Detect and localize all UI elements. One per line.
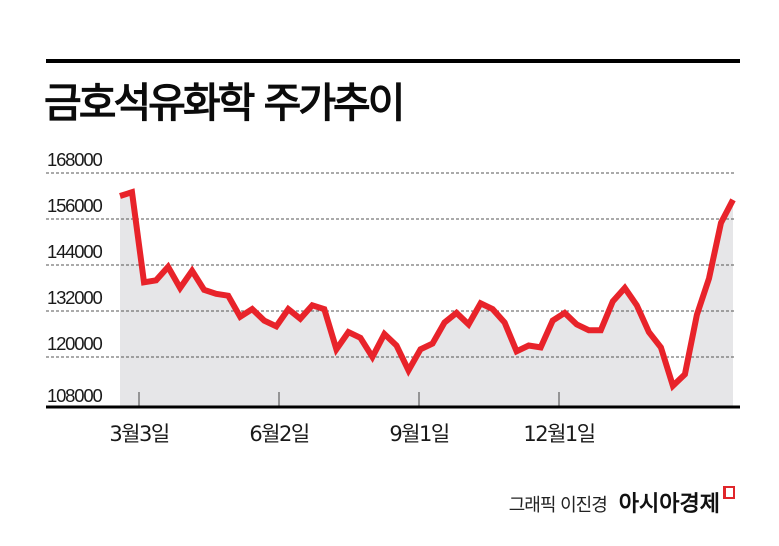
y-tick-label: 168000 xyxy=(47,149,102,170)
y-tick-label: 108000 xyxy=(47,385,102,406)
x-axis-ticks xyxy=(138,392,560,406)
x-tick-label: 12월1일 xyxy=(523,422,594,446)
x-tick-label: 3월3일 xyxy=(109,422,169,446)
y-tick-label: 144000 xyxy=(47,241,102,262)
brand-mark-icon xyxy=(723,486,735,499)
graphic-credit: 그래픽 이진경 xyxy=(508,495,608,516)
y-tick-label: 120000 xyxy=(47,333,102,354)
x-tick-label: 9월1일 xyxy=(389,422,449,446)
y-tick-label: 132000 xyxy=(47,287,102,308)
x-tick-label: 6월2일 xyxy=(249,422,309,446)
chart-title: 금호석유화학 주가추이 xyxy=(44,79,405,127)
x-axis-labels: 3월3일 6월2일 9월1일 12월1일 xyxy=(109,422,596,446)
y-tick-label: 156000 xyxy=(47,195,102,216)
area-fill xyxy=(120,192,733,407)
top-rule xyxy=(46,59,740,63)
gridlines xyxy=(46,172,736,358)
brand-logo: 아시아경제 xyxy=(618,492,720,517)
y-axis-labels: 108000 120000 132000 144000 156000 168000 xyxy=(47,149,104,406)
price-line xyxy=(119,188,736,392)
credit-line: 그래픽 이진경 아시아경제 xyxy=(509,486,735,518)
